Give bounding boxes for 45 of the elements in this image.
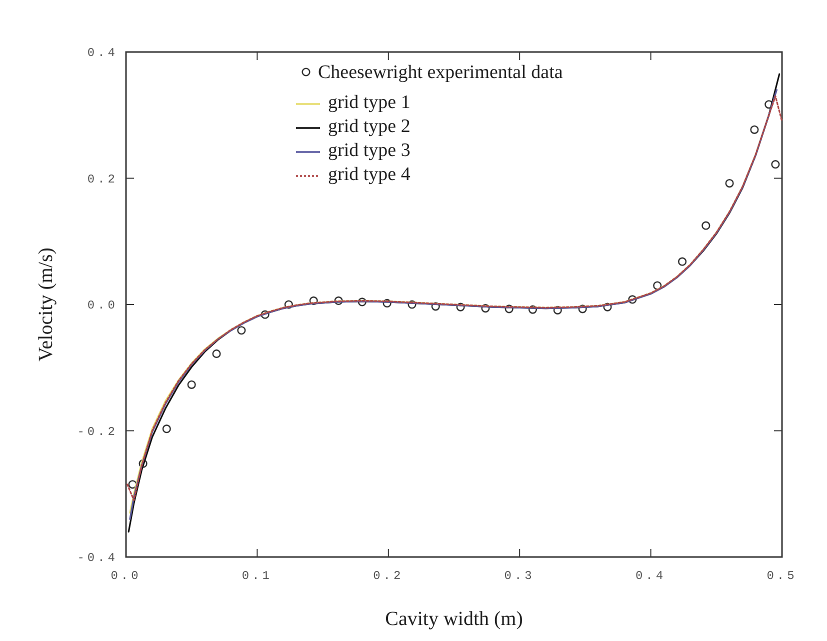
point [358, 298, 366, 306]
x-tick-label: 0.3 [504, 569, 535, 583]
point [528, 305, 538, 314]
point [408, 300, 416, 309]
y-tick-label: 0.4 [87, 46, 118, 60]
legend-label: grid type 2 [328, 116, 410, 137]
point [309, 296, 318, 306]
point [702, 221, 710, 230]
point [187, 380, 196, 389]
point [771, 160, 780, 169]
x-axis-title: Cavity width (m) [385, 608, 523, 630]
x-tick-label: 0.1 [242, 569, 273, 583]
point [504, 304, 514, 314]
y-tick-label: 0.2 [87, 172, 118, 186]
x-tick-label: 0.0 [110, 569, 142, 583]
point [284, 300, 293, 309]
legend-label: Cheesewright experimental data [318, 62, 564, 83]
y-axis-title: Velocity (m/s) [35, 248, 57, 362]
point [237, 326, 246, 335]
point [260, 310, 270, 319]
x-tick-label: 0.2 [373, 569, 404, 583]
point [334, 296, 343, 306]
x-tick-label: 0.5 [766, 569, 798, 583]
point [431, 302, 440, 311]
point [553, 306, 562, 314]
legend-label: grid type 1 [328, 92, 410, 113]
point [653, 281, 662, 290]
point [456, 302, 465, 312]
y-tick-label: 0.0 [87, 298, 118, 312]
y-tick-label: -0.4 [77, 551, 118, 565]
point [162, 424, 171, 434]
point [603, 302, 612, 312]
point [212, 349, 221, 358]
point [750, 125, 759, 134]
y-tick-label: -0.2 [77, 424, 118, 439]
point [628, 295, 637, 304]
point [128, 480, 137, 489]
point [481, 304, 490, 313]
x-tick-label: 0.4 [635, 569, 666, 583]
legend-label: grid type 4 [328, 164, 411, 185]
point [382, 298, 392, 308]
point [725, 179, 734, 188]
point [678, 257, 687, 266]
legend-label: grid type 3 [328, 140, 410, 161]
point [578, 304, 587, 314]
